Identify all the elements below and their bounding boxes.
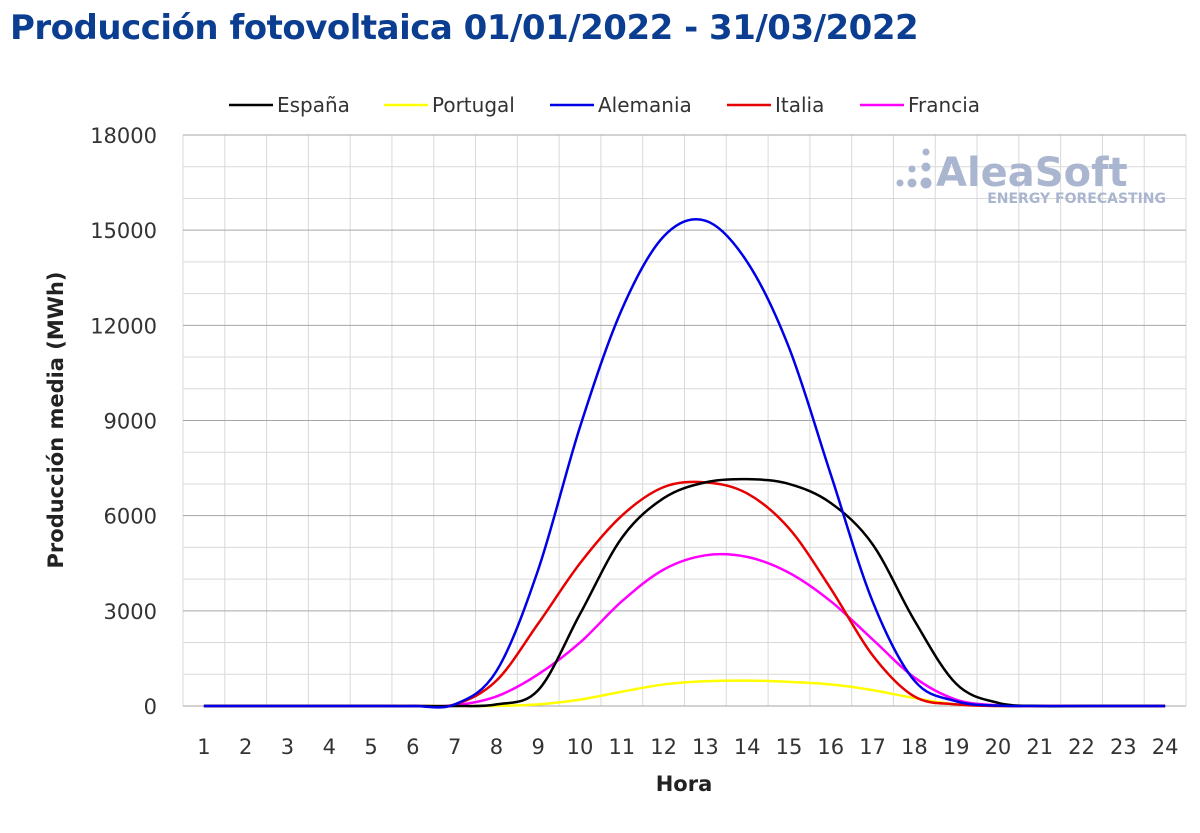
x-tick-label: 19 — [943, 735, 970, 759]
y-tick-label: 15000 — [90, 219, 157, 243]
logo-name: AleaSoft — [936, 150, 1128, 196]
x-tick-label: 1 — [197, 735, 210, 759]
y-axis-ticks: 0 3000 6000 9000 12000 15000 18000 — [90, 124, 157, 719]
x-axis-label: Hora — [656, 772, 713, 796]
y-tick-label: 0 — [144, 695, 157, 719]
x-tick-label: 16 — [817, 735, 844, 759]
x-tick-label: 6 — [406, 735, 419, 759]
x-axis-ticks: 1 2 3 4 5 6 7 8 9 10 11 12 13 14 15 16 17 18 19 20 21 22 23 24 — [197, 735, 1178, 759]
y-tick-label: 12000 — [90, 314, 157, 338]
legend-label: Italia — [775, 93, 824, 117]
series-line-2 — [203, 218, 1166, 709]
aleasoft-logo: AleaSoft ENERGY FORECASTING — [896, 148, 1166, 207]
legend-label: Francia — [908, 93, 980, 117]
chart-title: Producción fotovoltaica 01/01/2022 - 31/… — [10, 8, 919, 48]
x-tick-label: 20 — [985, 735, 1012, 759]
x-tick-label: 9 — [532, 735, 545, 759]
logo-dots-icon — [896, 148, 932, 189]
x-tick-label: 4 — [323, 735, 336, 759]
x-tick-label: 23 — [1110, 735, 1137, 759]
x-tick-label: 17 — [859, 735, 886, 759]
x-tick-label: 12 — [650, 735, 677, 759]
y-tick-label: 9000 — [104, 410, 157, 434]
y-tick-label: 3000 — [104, 600, 157, 624]
x-tick-label: 15 — [776, 735, 803, 759]
y-tick-label: 18000 — [90, 124, 157, 148]
legend: España Portugal Alemania Italia Francia — [229, 93, 980, 117]
series-lines — [203, 218, 1166, 709]
x-tick-label: 10 — [567, 735, 594, 759]
grid — [182, 134, 1187, 707]
x-tick-label: 7 — [448, 735, 461, 759]
x-tick-label: 24 — [1152, 735, 1179, 759]
legend-label: España — [277, 93, 350, 117]
x-tick-label: 2 — [239, 735, 252, 759]
y-tick-label: 6000 — [104, 505, 157, 529]
y-axis-label: Producción media (MWh) — [44, 272, 68, 569]
x-tick-label: 18 — [901, 735, 928, 759]
legend-label: Alemania — [598, 93, 692, 117]
x-tick-label: 21 — [1026, 735, 1053, 759]
legend-label: Portugal — [432, 93, 515, 117]
x-tick-label: 14 — [734, 735, 761, 759]
x-tick-label: 13 — [692, 735, 719, 759]
x-tick-label: 8 — [490, 735, 503, 759]
x-tick-label: 11 — [608, 735, 635, 759]
x-tick-label: 3 — [281, 735, 294, 759]
x-tick-label: 5 — [364, 735, 377, 759]
x-tick-label: 22 — [1068, 735, 1095, 759]
logo-tagline: ENERGY FORECASTING — [987, 191, 1166, 207]
